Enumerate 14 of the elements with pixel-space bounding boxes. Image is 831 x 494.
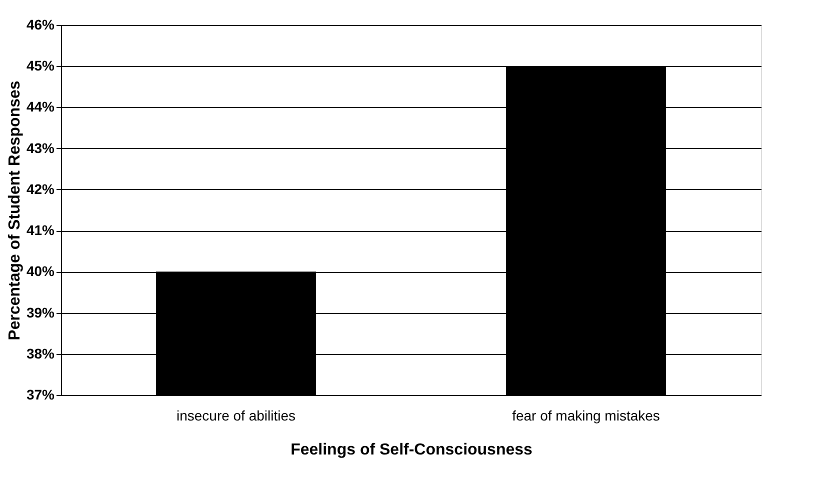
y-tick-label: 46%	[26, 16, 56, 32]
y-tick-label: 37%	[26, 386, 56, 402]
x-tick-label: insecure of abilities	[176, 408, 296, 424]
y-tick-label: 41%	[26, 222, 56, 238]
y-axis-title: Percentage of Student Responses	[6, 80, 24, 340]
y-tick-label: 38%	[26, 345, 56, 362]
x-tick-label: fear of making mistakes	[512, 408, 660, 424]
y-tick-label: 39%	[26, 304, 56, 320]
y-tick-label: 42%	[26, 180, 56, 197]
y-tick-label: 40%	[26, 263, 56, 280]
y-tick-label: 45%	[26, 58, 56, 74]
y-tick-label: 43%	[26, 140, 56, 156]
y-tick-label: 44%	[26, 98, 56, 115]
x-axis-title: Feelings of Self-Consciousness	[290, 442, 533, 458]
